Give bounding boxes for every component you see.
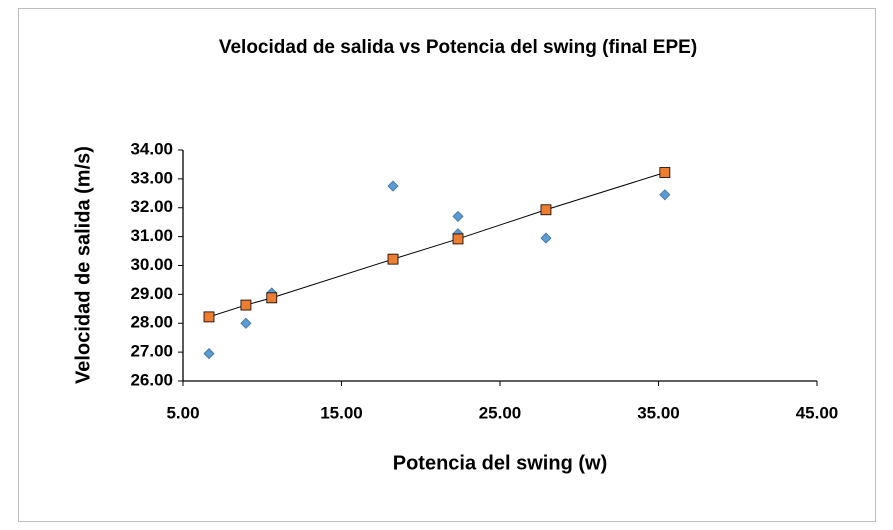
x-tick-label: 45.00 [796, 403, 839, 422]
y-tick-label: 33.00 [130, 168, 173, 187]
y-tick-label: 27.00 [130, 342, 173, 361]
y-tick-label: 32.00 [130, 197, 173, 216]
y-axis-label: Velocidad de salida (m/s) [72, 146, 94, 384]
square-marker [452, 233, 464, 245]
y-tick-label: 34.00 [130, 139, 173, 158]
y-tick-label: 30.00 [130, 255, 173, 274]
square-marker [266, 292, 278, 304]
diamond-marker [203, 348, 215, 360]
y-tick-label: 31.00 [130, 226, 173, 245]
diamond-marker [540, 232, 552, 244]
diamond-marker [659, 189, 671, 201]
y-tick-label: 29.00 [130, 284, 173, 303]
square-marker [387, 253, 399, 265]
diamond-marker [240, 317, 252, 329]
x-axis-label: Potencia del swing (w) [393, 452, 607, 474]
square-marker [240, 299, 252, 311]
x-tick-label: 15.00 [320, 403, 363, 422]
diamond-marker [387, 180, 399, 192]
square-marker [659, 167, 671, 178]
square-marker [203, 311, 215, 323]
chart-frame [18, 8, 876, 522]
square-marker [540, 204, 552, 216]
x-tick-label: 5.00 [166, 403, 199, 422]
chart-title: Velocidad de salida vs Potencia del swin… [219, 37, 697, 58]
diamond-marker [452, 210, 464, 222]
y-tick-label: 26.00 [130, 370, 173, 389]
x-tick-label: 25.00 [479, 403, 522, 422]
x-tick-label: 35.00 [637, 403, 680, 422]
y-tick-label: 28.00 [130, 313, 173, 332]
